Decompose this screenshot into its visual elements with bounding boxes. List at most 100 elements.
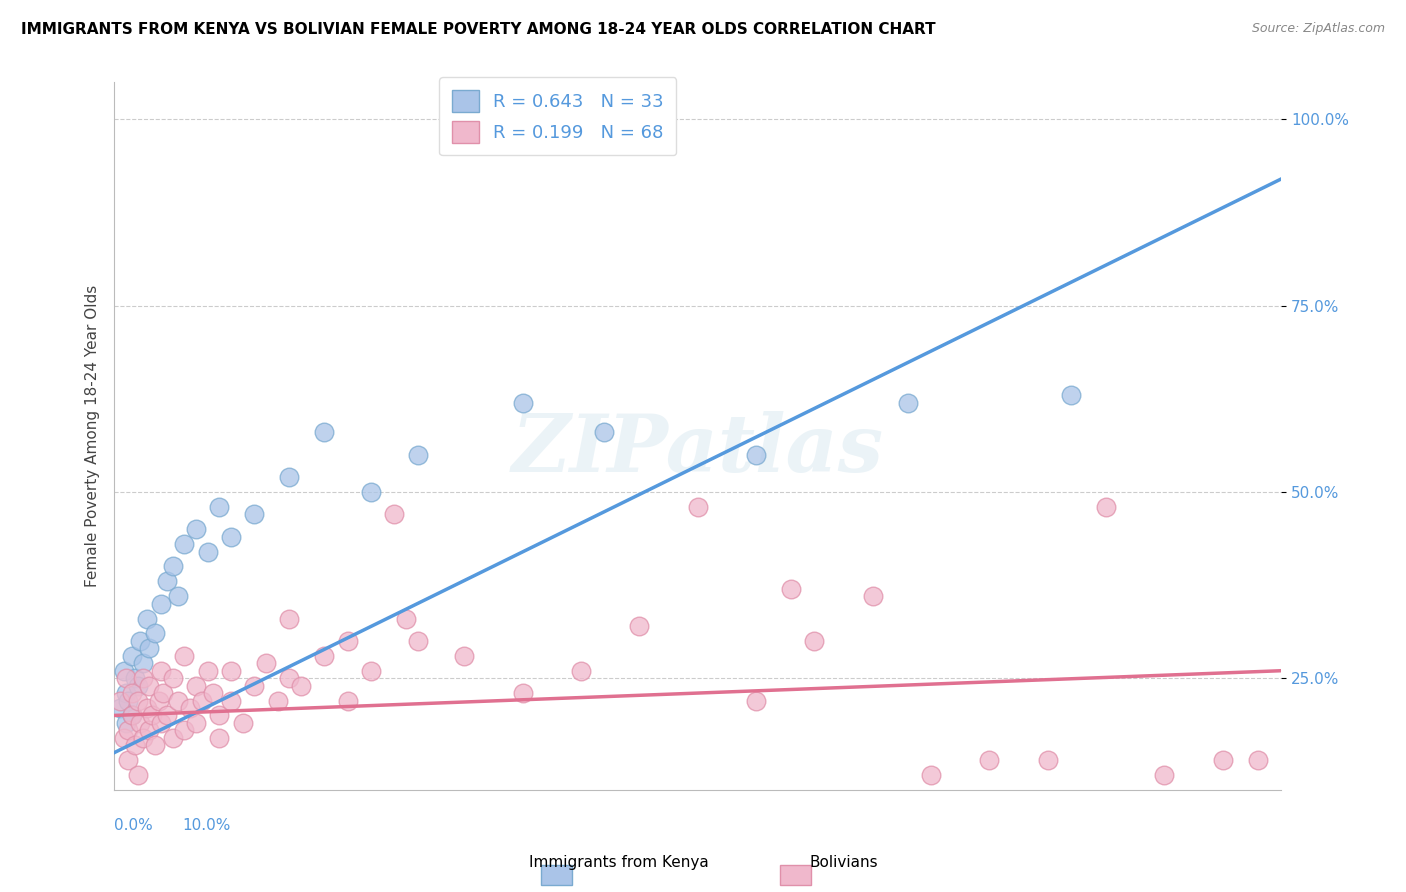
Point: [1060, 388, 1083, 402]
Point: [254, 657, 277, 671]
Point: [197, 544, 219, 558]
Point: [149, 715, 172, 730]
Point: [278, 671, 301, 685]
Point: [149, 597, 172, 611]
Point: [143, 626, 166, 640]
Point: [141, 708, 163, 723]
Point: [184, 679, 207, 693]
Point: [336, 634, 359, 648]
Point: [117, 693, 139, 707]
Point: [190, 693, 212, 707]
Point: [453, 648, 475, 663]
Point: [121, 708, 143, 723]
Point: [862, 589, 884, 603]
Y-axis label: Female Poverty Among 18-24 Year Olds: Female Poverty Among 18-24 Year Olds: [86, 285, 100, 587]
Point: [108, 693, 131, 707]
Point: [115, 715, 138, 730]
Point: [127, 768, 149, 782]
Point: [149, 664, 172, 678]
Point: [135, 701, 157, 715]
Point: [382, 508, 405, 522]
Point: [128, 715, 150, 730]
Point: [108, 701, 131, 715]
Point: [152, 686, 174, 700]
Point: [278, 611, 301, 625]
Point: [173, 648, 195, 663]
Point: [135, 611, 157, 625]
Point: [167, 589, 190, 603]
Point: [1095, 500, 1118, 514]
Point: [1212, 753, 1234, 767]
Point: [406, 634, 429, 648]
Point: [920, 768, 942, 782]
Point: [121, 686, 143, 700]
Point: [112, 731, 135, 745]
Point: [243, 679, 266, 693]
Point: [395, 611, 418, 625]
Point: [745, 693, 768, 707]
Point: [979, 753, 1001, 767]
Point: [117, 753, 139, 767]
Point: [202, 686, 225, 700]
Text: Bolivians: Bolivians: [810, 855, 877, 870]
Point: [162, 671, 184, 685]
Text: 0.0%: 0.0%: [114, 818, 153, 833]
Point: [569, 664, 592, 678]
Point: [208, 500, 231, 514]
Point: [897, 395, 920, 409]
Point: [406, 448, 429, 462]
Point: [162, 731, 184, 745]
Point: [173, 537, 195, 551]
Point: [124, 671, 146, 685]
Point: [512, 686, 534, 700]
Point: [219, 693, 242, 707]
Point: [314, 425, 336, 440]
Point: [593, 425, 616, 440]
Point: [179, 701, 201, 715]
Point: [1036, 753, 1059, 767]
Point: [208, 708, 231, 723]
Point: [266, 693, 288, 707]
Point: [156, 574, 179, 589]
Point: [143, 738, 166, 752]
Point: [197, 664, 219, 678]
Point: [148, 693, 170, 707]
Text: ZIPatlas: ZIPatlas: [512, 411, 884, 489]
Point: [512, 395, 534, 409]
Point: [132, 731, 155, 745]
Point: [162, 559, 184, 574]
Point: [290, 679, 312, 693]
Text: 10.0%: 10.0%: [183, 818, 231, 833]
Point: [132, 657, 155, 671]
Point: [132, 671, 155, 685]
Point: [628, 619, 651, 633]
Point: [127, 679, 149, 693]
Point: [745, 448, 768, 462]
Point: [803, 634, 825, 648]
Point: [117, 723, 139, 738]
Point: [138, 641, 160, 656]
Point: [124, 738, 146, 752]
Point: [121, 708, 143, 723]
Point: [156, 708, 179, 723]
Point: [1153, 768, 1175, 782]
Point: [121, 648, 143, 663]
Point: [184, 522, 207, 536]
Point: [314, 648, 336, 663]
Point: [138, 723, 160, 738]
Point: [219, 530, 242, 544]
Text: Immigrants from Kenya: Immigrants from Kenya: [529, 855, 709, 870]
Point: [686, 500, 709, 514]
Point: [112, 664, 135, 678]
Legend: R = 0.643   N = 33, R = 0.199   N = 68: R = 0.643 N = 33, R = 0.199 N = 68: [439, 77, 676, 155]
Point: [128, 634, 150, 648]
Point: [219, 664, 242, 678]
Point: [243, 508, 266, 522]
Point: [780, 582, 803, 596]
Point: [232, 715, 254, 730]
Point: [360, 664, 382, 678]
Point: [336, 693, 359, 707]
Text: Source: ZipAtlas.com: Source: ZipAtlas.com: [1251, 22, 1385, 36]
Point: [1247, 753, 1270, 767]
Point: [360, 484, 382, 499]
